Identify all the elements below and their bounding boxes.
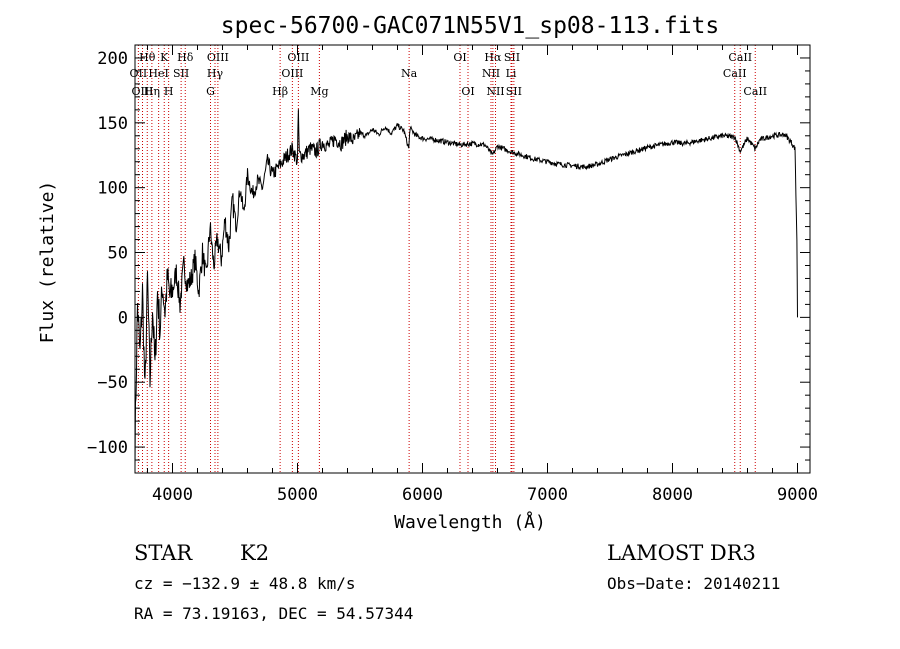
x-tick-label: 6000 (402, 485, 443, 505)
line-marker-label: OII (130, 67, 148, 80)
axis-ticks: 4000 5000 6000 7000 8000 9000 −100 −50 0 50 100 150… (87, 45, 818, 505)
y-axis-label: Flux (relative) (37, 181, 58, 344)
line-marker-label: Li (506, 67, 517, 80)
line-marker-label: OI (461, 85, 474, 98)
observation-date: Obs−Date: 20140211 (607, 574, 780, 593)
chart-title: spec-56700-GAC071N55V1_sp08-113.fits (221, 13, 720, 39)
line-marker-label: OIII (131, 85, 153, 98)
object-subclass: K2 (240, 541, 269, 565)
line-marker-label: CaII (728, 51, 752, 64)
line-marker-label: CaII (743, 85, 767, 98)
line-marker-label: SII (506, 85, 522, 98)
line-marker-label: OIII (281, 67, 303, 80)
line-marker-label: Hγ (207, 67, 224, 80)
line-marker-label: H (164, 85, 174, 98)
line-marker-label: NII (482, 67, 500, 80)
coordinates: RA = 73.19163, DEC = 54.57344 (134, 604, 413, 623)
x-tick-label: 7000 (527, 485, 568, 505)
redshift-velocity: cz = −132.9 ± 48.8 km/s (134, 574, 356, 593)
line-marker-label: Hβ (272, 85, 288, 98)
object-class: STAR (134, 541, 193, 565)
flux-line (134, 109, 798, 467)
y-tick-label: 0 (118, 308, 128, 328)
line-marker-label: G (206, 85, 215, 98)
x-tick-label: 5000 (277, 485, 318, 505)
y-tick-label: −100 (87, 438, 128, 458)
flux-series (134, 109, 798, 467)
y-tick-label: 200 (97, 49, 128, 69)
line-marker-label: Hα (484, 51, 502, 64)
survey-name: LAMOST DR3 (607, 541, 756, 565)
line-marker-label: Hη (144, 85, 160, 98)
y-tick-label: 150 (97, 114, 128, 134)
line-marker-label: K (160, 51, 169, 64)
line-marker-label: OIII (287, 51, 309, 64)
x-tick-label: 4000 (152, 485, 193, 505)
x-tick-label: 9000 (777, 485, 818, 505)
line-marker-label: SII (173, 67, 189, 80)
line-marker-label: OI (453, 51, 466, 64)
y-tick-label: 50 (108, 244, 128, 264)
line-marker-label: NII (486, 85, 504, 98)
line-marker-label: OIII (207, 51, 229, 64)
y-tick-label: −50 (97, 373, 128, 393)
line-marker-label: Na (401, 67, 418, 80)
x-tick-label: 8000 (652, 485, 693, 505)
line-marker-label: Mg (310, 85, 328, 98)
line-marker-label: CaII (723, 67, 747, 80)
x-axis-label: Wavelength (Å) (394, 511, 546, 533)
line-marker-label: Hδ (177, 51, 194, 64)
y-tick-label: 100 (97, 179, 128, 199)
line-marker-label: HeI (148, 67, 168, 80)
plot-frame (134, 44, 811, 474)
line-marker-label: SII (504, 51, 520, 64)
